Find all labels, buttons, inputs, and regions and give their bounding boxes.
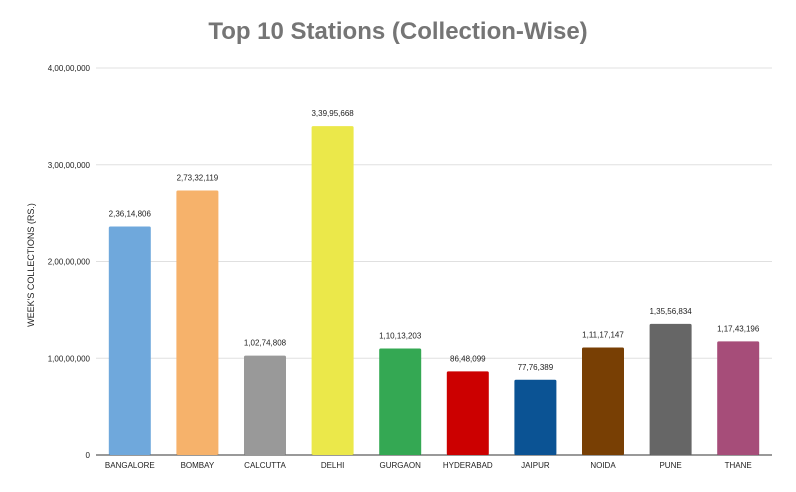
x-tick-label: THANE — [725, 461, 752, 470]
x-tick-label: NOIDA — [590, 461, 616, 470]
bar-pune — [649, 323, 692, 455]
bar-jaipur — [514, 379, 557, 455]
x-tick-label: BANGALORE — [105, 461, 155, 470]
y-tick-label: 4,00,00,000 — [48, 64, 91, 73]
y-axis-ticks: 0 1,00,00,000 2,00,00,000 3,00,00,000 4,00,0… — [48, 64, 91, 460]
data-label: 1,17,43,196 — [717, 324, 760, 333]
data-label: 2,36,14,806 — [109, 210, 152, 219]
data-label: 1,10,13,203 — [379, 331, 422, 340]
data-label: 3,39,95,668 — [311, 109, 354, 118]
data-label: 1,11,17,147 — [582, 330, 624, 339]
data-label: 1,35,56,834 — [649, 307, 692, 316]
y-tick-label: 0 — [86, 451, 91, 460]
x-tick-label: DELHI — [321, 461, 345, 470]
bar-delhi — [311, 126, 354, 455]
data-label: 1,02,74,808 — [244, 339, 287, 348]
data-label: 77,76,389 — [518, 363, 554, 372]
y-tick-label: 3,00,00,000 — [48, 161, 91, 170]
y-axis-title: WEEK'S COLLECTIONS (RS.) — [26, 203, 36, 327]
x-tick-label: JAIPUR — [521, 461, 550, 470]
y-tick-label: 2,00,00,000 — [48, 258, 91, 267]
x-tick-label: GURGAON — [380, 461, 422, 470]
bar-hyderabad — [446, 371, 489, 455]
bar-noida — [582, 347, 624, 455]
data-label: 86,48,099 — [450, 354, 486, 363]
bar-gurgaon — [379, 348, 422, 455]
bar-bombay — [176, 190, 219, 455]
bar-bangalore — [108, 226, 151, 455]
x-tick-label: PUNE — [659, 461, 681, 470]
data-labels: 2,36,14,806 2,73,32,119 1,02,74,808 3,39,95… — [109, 109, 760, 372]
data-label: 2,73,32,119 — [177, 174, 219, 183]
bars — [108, 126, 760, 455]
y-tick-label: 1,00,00,000 — [48, 354, 91, 363]
bar-calcutta — [244, 355, 286, 455]
x-tick-label: HYDERABAD — [443, 461, 493, 470]
x-axis-ticks: BANGALORE BOMBAY CALCUTTA DELHI GURGAON HYDER… — [105, 461, 752, 470]
x-tick-label: CALCUTTA — [244, 461, 286, 470]
chart-title: Top 10 Stations (Collection-Wise) — [208, 18, 588, 45]
bar-thane — [717, 341, 760, 455]
x-tick-label: BOMBAY — [181, 461, 215, 470]
